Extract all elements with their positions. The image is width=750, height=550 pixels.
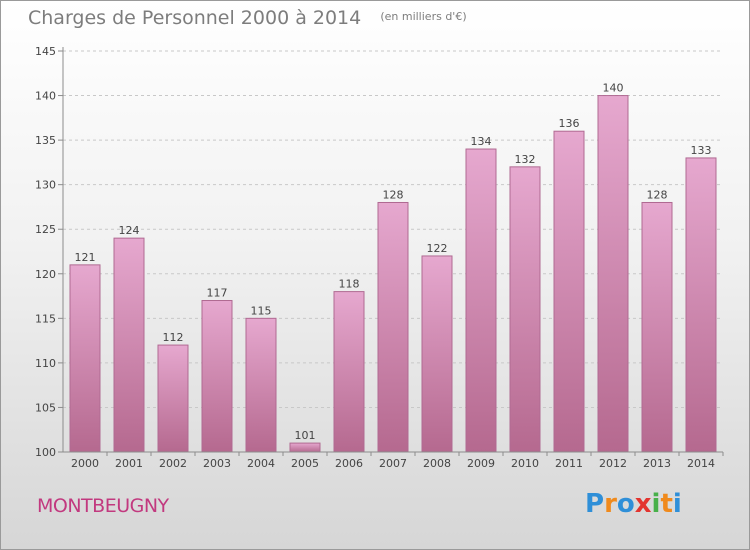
bar-value-label: 128 xyxy=(383,188,404,201)
logo-letter: o xyxy=(616,489,635,519)
bar-2000 xyxy=(69,264,101,453)
x-tick-label: 2000 xyxy=(71,457,99,470)
y-tick-label: 140 xyxy=(35,90,56,103)
bar-value-label: 101 xyxy=(295,429,316,442)
bar-2011 xyxy=(553,130,585,453)
x-tick-label: 2013 xyxy=(643,457,671,470)
bar-2002 xyxy=(157,344,189,453)
proxiti-logo: Proxiti xyxy=(585,489,682,519)
bar-value-label: 128 xyxy=(647,188,668,201)
commune-name: MONTBEUGNY xyxy=(37,495,169,517)
bar-value-label: 122 xyxy=(427,242,448,255)
y-tick-label: 135 xyxy=(35,134,56,147)
x-tick-label: 2008 xyxy=(423,457,451,470)
bar-value-label: 124 xyxy=(119,224,140,237)
axes xyxy=(58,47,724,456)
x-tick-label: 2009 xyxy=(467,457,495,470)
bar-value-label: 117 xyxy=(207,287,228,300)
bar-2009 xyxy=(465,148,497,453)
chart-subtitle: (en milliers d'€) xyxy=(380,10,467,23)
x-tick-label: 2004 xyxy=(247,457,275,470)
bar-value-label: 132 xyxy=(515,153,536,166)
bar-value-label: 133 xyxy=(691,144,712,157)
bar-2014 xyxy=(685,157,717,453)
x-tick-label: 2002 xyxy=(159,457,187,470)
x-tick-label: 2010 xyxy=(511,457,539,470)
bar-value-label: 136 xyxy=(559,117,580,130)
logo-letter: r xyxy=(604,489,617,519)
labels: 100 105 110 115 120 125 130 135 140 145 121 2000 124… xyxy=(35,45,715,470)
y-tick-label: 125 xyxy=(35,223,56,236)
bar-value-label: 115 xyxy=(251,304,272,317)
x-tick-label: 2007 xyxy=(379,457,407,470)
bar-value-label: 134 xyxy=(471,135,492,148)
x-tick-label: 2006 xyxy=(335,457,363,470)
logo-letter: i xyxy=(672,489,682,519)
bar-2005 xyxy=(289,442,321,453)
bars xyxy=(69,95,717,453)
logo-letter: x xyxy=(634,489,652,519)
bar-2012 xyxy=(597,95,629,453)
x-tick-label: 2012 xyxy=(599,457,627,470)
logo-letter: t xyxy=(660,489,673,519)
logo-letter: i xyxy=(651,489,661,519)
x-tick-label: 2001 xyxy=(115,457,143,470)
bar-2003 xyxy=(201,300,233,453)
title-row: Charges de Personnel 2000 à 2014 (en mil… xyxy=(28,7,467,29)
y-tick-label: 100 xyxy=(35,446,56,459)
bar-value-label: 112 xyxy=(163,331,184,344)
y-tick-label: 110 xyxy=(35,357,56,370)
bar-2013 xyxy=(641,201,673,453)
y-tick-label: 105 xyxy=(35,401,56,414)
bar-value-label: 121 xyxy=(75,251,96,264)
bar-2010 xyxy=(509,166,541,453)
chart-title: Charges de Personnel 2000 à 2014 xyxy=(28,7,362,29)
y-tick-label: 130 xyxy=(35,179,56,192)
x-tick-label: 2014 xyxy=(687,457,715,470)
bar-value-label: 140 xyxy=(603,82,624,95)
bar-2001 xyxy=(113,237,145,453)
y-tick-label: 120 xyxy=(35,268,56,281)
bar-2007 xyxy=(377,201,409,453)
bar-2006 xyxy=(333,291,365,453)
bar-2008 xyxy=(421,255,453,453)
x-tick-label: 2011 xyxy=(555,457,583,470)
bar-2004 xyxy=(245,317,277,453)
bar-value-label: 118 xyxy=(339,278,360,291)
logo-letter: P xyxy=(585,489,605,519)
y-tick-label: 145 xyxy=(35,45,56,58)
x-tick-label: 2005 xyxy=(291,457,319,470)
y-tick-label: 115 xyxy=(35,312,56,325)
x-tick-label: 2003 xyxy=(203,457,231,470)
